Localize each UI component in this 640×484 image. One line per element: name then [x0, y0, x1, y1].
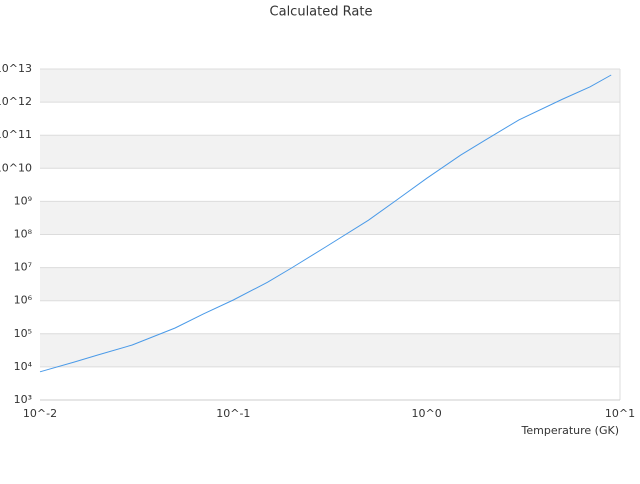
grid-band: [40, 135, 620, 169]
y-tick-label: 10⁹: [14, 194, 32, 207]
chart-title: Calculated Rate: [270, 5, 373, 20]
y-tick-label: 10⁷: [14, 261, 32, 274]
y-tick-label: 10³: [14, 393, 32, 406]
x-tick-label: 10^0: [412, 407, 442, 420]
y-tick-label: 10^10: [0, 161, 32, 174]
data-line: [39, 74, 612, 373]
y-tick-label: 10^12: [0, 95, 32, 108]
grid-band: [40, 333, 620, 367]
y-tick-label: 10^13: [0, 62, 32, 75]
x-axis-label: Temperature (GK): [521, 424, 620, 437]
y-tick-label: 10⁴: [14, 360, 33, 373]
grid-band: [40, 267, 620, 301]
y-tick-label: 10⁶: [14, 294, 33, 307]
y-tick-label: 10⁸: [14, 228, 33, 241]
y-tick-label: 10^11: [0, 128, 32, 141]
x-tick-label: 10^1: [605, 407, 635, 420]
grid-band: [40, 201, 620, 235]
x-tick-label: 10^-2: [23, 407, 57, 420]
y-tick-label: 10⁵: [14, 327, 32, 340]
grid-band: [40, 69, 620, 103]
x-tick-label: 10^-1: [216, 407, 250, 420]
